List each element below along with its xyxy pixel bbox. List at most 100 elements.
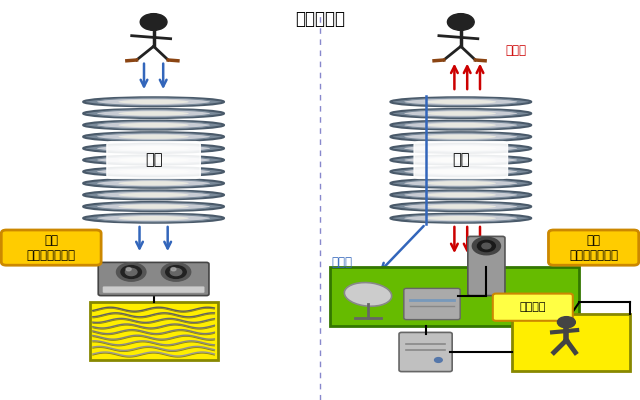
Ellipse shape bbox=[96, 156, 211, 164]
Ellipse shape bbox=[390, 144, 531, 153]
Circle shape bbox=[557, 317, 575, 328]
Text: （歩行者）: （歩行者） bbox=[295, 10, 345, 28]
Ellipse shape bbox=[403, 156, 518, 164]
Ellipse shape bbox=[426, 111, 496, 116]
Ellipse shape bbox=[403, 214, 518, 222]
Text: 反射波: 反射波 bbox=[332, 256, 353, 268]
Ellipse shape bbox=[390, 179, 531, 188]
Ellipse shape bbox=[390, 120, 531, 130]
Ellipse shape bbox=[403, 121, 518, 129]
Ellipse shape bbox=[83, 179, 224, 188]
Ellipse shape bbox=[426, 181, 496, 186]
FancyBboxPatch shape bbox=[468, 236, 505, 296]
Ellipse shape bbox=[83, 144, 224, 153]
Ellipse shape bbox=[118, 170, 189, 174]
FancyBboxPatch shape bbox=[512, 314, 630, 371]
Text: 車載
レーダーカメラ: 車載 レーダーカメラ bbox=[569, 234, 618, 262]
Ellipse shape bbox=[96, 168, 211, 175]
Ellipse shape bbox=[118, 134, 189, 139]
Circle shape bbox=[121, 266, 141, 278]
Ellipse shape bbox=[426, 134, 496, 139]
Ellipse shape bbox=[403, 133, 518, 140]
FancyBboxPatch shape bbox=[414, 142, 508, 178]
Ellipse shape bbox=[83, 202, 224, 211]
Ellipse shape bbox=[96, 121, 211, 129]
Ellipse shape bbox=[83, 120, 224, 130]
Ellipse shape bbox=[403, 180, 518, 187]
Text: 濃霧: 濃霧 bbox=[145, 152, 163, 168]
Ellipse shape bbox=[118, 111, 189, 116]
Ellipse shape bbox=[390, 167, 531, 176]
Ellipse shape bbox=[83, 97, 224, 106]
Ellipse shape bbox=[390, 132, 531, 141]
FancyBboxPatch shape bbox=[330, 267, 579, 326]
Ellipse shape bbox=[96, 180, 211, 187]
Ellipse shape bbox=[426, 193, 496, 197]
Ellipse shape bbox=[390, 109, 531, 118]
Ellipse shape bbox=[344, 282, 392, 306]
Ellipse shape bbox=[403, 110, 518, 117]
Text: 濃霧: 濃霧 bbox=[452, 152, 470, 168]
Circle shape bbox=[477, 240, 495, 252]
Circle shape bbox=[171, 268, 176, 271]
Ellipse shape bbox=[426, 158, 496, 162]
Circle shape bbox=[447, 14, 474, 30]
Circle shape bbox=[170, 268, 182, 276]
Circle shape bbox=[472, 237, 500, 255]
FancyBboxPatch shape bbox=[90, 302, 218, 360]
FancyBboxPatch shape bbox=[107, 142, 200, 178]
FancyBboxPatch shape bbox=[548, 230, 639, 265]
Text: 照射波: 照射波 bbox=[506, 44, 527, 56]
Ellipse shape bbox=[118, 181, 189, 186]
Circle shape bbox=[166, 266, 186, 278]
Ellipse shape bbox=[403, 203, 518, 210]
Ellipse shape bbox=[403, 191, 518, 199]
Ellipse shape bbox=[96, 203, 211, 210]
Ellipse shape bbox=[118, 204, 189, 209]
Ellipse shape bbox=[83, 109, 224, 118]
Ellipse shape bbox=[96, 191, 211, 199]
FancyBboxPatch shape bbox=[102, 286, 205, 293]
Circle shape bbox=[126, 268, 131, 271]
Ellipse shape bbox=[390, 190, 531, 200]
Ellipse shape bbox=[118, 216, 189, 220]
Ellipse shape bbox=[390, 214, 531, 223]
Ellipse shape bbox=[390, 156, 531, 164]
FancyBboxPatch shape bbox=[399, 332, 452, 372]
Circle shape bbox=[116, 263, 146, 281]
Ellipse shape bbox=[426, 216, 496, 220]
Text: 車載
ステレオカメラ: 車載 ステレオカメラ bbox=[27, 234, 76, 262]
Circle shape bbox=[435, 358, 442, 362]
Circle shape bbox=[125, 268, 137, 276]
Ellipse shape bbox=[96, 214, 211, 222]
Ellipse shape bbox=[83, 132, 224, 141]
FancyBboxPatch shape bbox=[1, 230, 101, 265]
Circle shape bbox=[482, 243, 491, 249]
Ellipse shape bbox=[426, 170, 496, 174]
Ellipse shape bbox=[118, 100, 189, 104]
Ellipse shape bbox=[96, 133, 211, 140]
Ellipse shape bbox=[83, 156, 224, 164]
Ellipse shape bbox=[390, 202, 531, 211]
Ellipse shape bbox=[403, 145, 518, 152]
Ellipse shape bbox=[96, 98, 211, 106]
Ellipse shape bbox=[118, 193, 189, 197]
Ellipse shape bbox=[403, 168, 518, 175]
Ellipse shape bbox=[426, 123, 496, 127]
Ellipse shape bbox=[118, 158, 189, 162]
FancyBboxPatch shape bbox=[493, 294, 573, 321]
Ellipse shape bbox=[426, 204, 496, 209]
FancyBboxPatch shape bbox=[98, 262, 209, 296]
FancyBboxPatch shape bbox=[404, 288, 460, 320]
Ellipse shape bbox=[403, 98, 518, 106]
Ellipse shape bbox=[426, 100, 496, 104]
Ellipse shape bbox=[426, 146, 496, 150]
Ellipse shape bbox=[390, 97, 531, 106]
Ellipse shape bbox=[96, 110, 211, 117]
Ellipse shape bbox=[83, 190, 224, 200]
Ellipse shape bbox=[83, 214, 224, 223]
Ellipse shape bbox=[96, 145, 211, 152]
Text: 特殊光源: 特殊光源 bbox=[519, 302, 546, 312]
Ellipse shape bbox=[118, 146, 189, 150]
Circle shape bbox=[140, 14, 167, 30]
